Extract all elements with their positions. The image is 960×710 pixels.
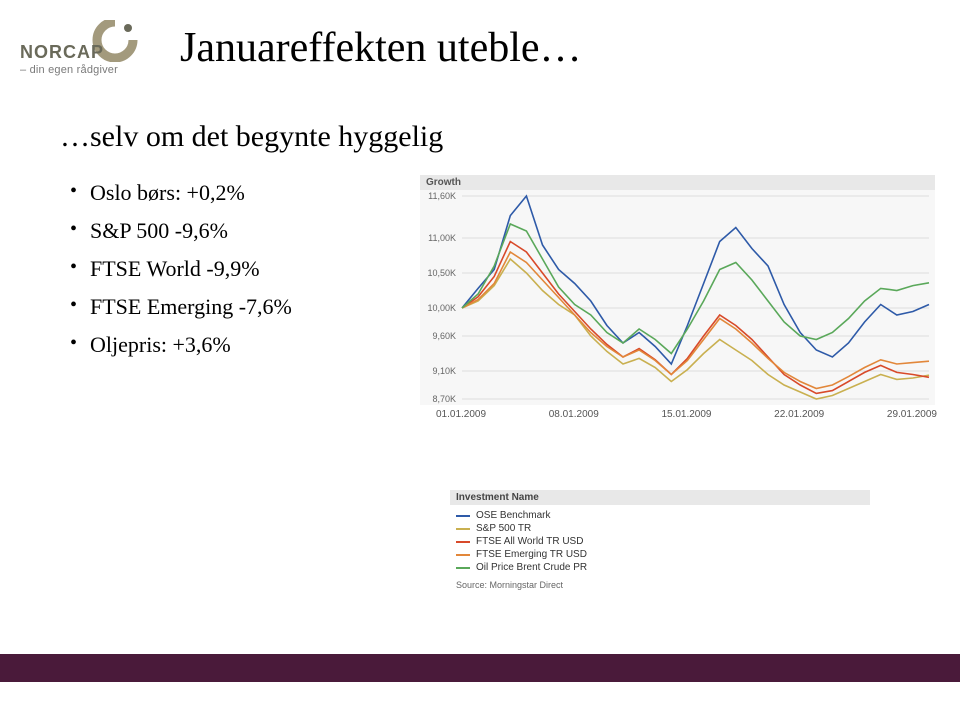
legend-label: FTSE Emerging TR USD [476, 549, 587, 560]
footer-bar [0, 654, 960, 682]
svg-text:8,70K: 8,70K [432, 394, 456, 404]
legend-swatch [456, 541, 470, 543]
svg-text:11,00K: 11,00K [428, 233, 456, 243]
chart-plot-area: 8,70K 9,10K 9,60K 10,00K 10,50K 11,00K 11,60K [420, 190, 935, 405]
svg-text:9,60K: 9,60K [432, 331, 456, 341]
legend-swatch [456, 528, 470, 530]
legend-item: FTSE Emerging TR USD [450, 548, 870, 561]
svg-text:11,60K: 11,60K [428, 191, 456, 201]
legend-item: FTSE All World TR USD [450, 535, 870, 548]
logo-text: NORCAP [20, 42, 104, 62]
legend-item: OSE Benchmark [450, 509, 870, 522]
legend-swatch [456, 567, 470, 569]
series-line [462, 252, 929, 389]
chart-source: Source: Morningstar Direct [450, 574, 870, 590]
legend-label: OSE Benchmark [476, 510, 550, 521]
legend-label: S&P 500 TR [476, 523, 531, 534]
growth-chart: Growth 8,70K 9,10K 9,60K 10,00K 10,50K 11,00K… [420, 175, 935, 435]
legend-label: Oil Price Brent Crude PR [476, 562, 587, 573]
page-title: Januareffekten uteble… [180, 24, 582, 72]
bullet-list: Oslo børs: +0,2% S&P 500 -9,6% FTSE Worl… [70, 180, 292, 370]
list-item: FTSE World -9,9% [70, 256, 292, 282]
svg-text:10,50K: 10,50K [427, 268, 456, 278]
x-axis-label: 22.01.2009 [774, 409, 824, 420]
logo-tagline: – din egen rådgiver [20, 64, 160, 76]
chart-header: Growth [420, 175, 935, 190]
company-logo: NORCAP – din egen rådgiver [20, 20, 160, 76]
series-line [462, 224, 929, 354]
list-item: FTSE Emerging -7,6% [70, 294, 292, 320]
list-item: Oljepris: +3,6% [70, 332, 292, 358]
svg-text:10,00K: 10,00K [427, 303, 456, 313]
legend-header: Investment Name [450, 490, 870, 505]
chart-legend: Investment Name OSE Benchmark S&P 500 TR F… [450, 490, 870, 590]
svg-text:9,10K: 9,10K [432, 366, 456, 376]
logo-mark: NORCAP [20, 20, 140, 62]
list-item: S&P 500 -9,6% [70, 218, 292, 244]
legend-swatch [456, 554, 470, 556]
list-item: Oslo børs: +0,2% [70, 180, 292, 206]
x-axis-label: 01.01.2009 [436, 409, 486, 420]
x-axis-label: 08.01.2009 [549, 409, 599, 420]
page-subtitle: …selv om det begynte hyggelig [60, 120, 443, 154]
legend-item: S&P 500 TR [450, 522, 870, 535]
legend-swatch [456, 515, 470, 517]
legend-label: FTSE All World TR USD [476, 536, 583, 547]
x-axis-label: 15.01.2009 [661, 409, 711, 420]
legend-item: Oil Price Brent Crude PR [450, 561, 870, 574]
chart-x-axis: 01.01.2009 08.01.2009 15.01.2009 22.01.2009… [420, 407, 935, 425]
x-axis-label: 29.01.2009 [887, 409, 937, 420]
